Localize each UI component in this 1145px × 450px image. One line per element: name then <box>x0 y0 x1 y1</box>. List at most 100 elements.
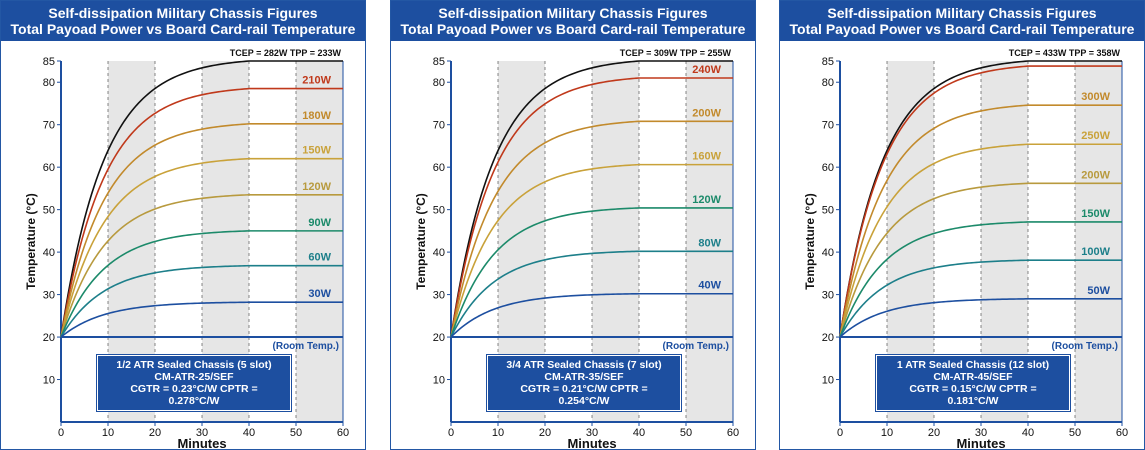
y-tick-label: 40 <box>822 247 834 259</box>
series-line <box>839 143 1122 338</box>
chart-header: Self-dissipation Military Chassis Figure… <box>391 1 755 41</box>
series-label: 240W <box>692 64 721 76</box>
y-tick-label: 60 <box>433 162 445 174</box>
y-tick-label: 30 <box>822 290 834 302</box>
series-label: 90W <box>308 217 331 229</box>
series-label: 200W <box>692 107 721 119</box>
chassis-model-name: 3/4 ATR Sealed Chassis (7 slot) <box>506 359 662 371</box>
shaded-band <box>1075 61 1122 422</box>
y-tick-label: 30 <box>433 290 445 302</box>
x-tick-label: 50 <box>680 427 692 439</box>
chassis-thermal-ratings: CGTR = 0.23°C/W CPTR = 0.278°C/W <box>130 383 258 407</box>
series-line <box>60 193 343 338</box>
series-line <box>60 87 343 338</box>
chassis-info-box: 1 ATR Sealed Chassis (12 slot) CM-ATR-45… <box>875 354 1071 412</box>
y-axis-label: Temperature (°C) <box>24 193 38 290</box>
top-note: TCEP = 433W TPP = 358W <box>1009 48 1121 58</box>
x-axis-label: Minutes <box>956 436 1005 449</box>
x-tick-label: 60 <box>1116 427 1128 439</box>
series-line <box>839 221 1122 338</box>
chassis-part-number: CM-ATR-35/SEF <box>544 371 624 383</box>
chassis-model-name: 1/2 ATR Sealed Chassis (5 slot) <box>116 359 272 371</box>
series-label: 50W <box>1087 285 1110 297</box>
chassis-part-number: CM-ATR-45/SEF <box>933 371 1013 383</box>
x-tick-label: 60 <box>337 427 349 439</box>
series-line <box>839 60 1122 338</box>
series-line <box>60 264 343 338</box>
chart-title-line1: Self-dissipation Military Chassis Figure… <box>438 5 708 21</box>
chassis-thermal-ratings: CGTR = 0.21°C/W CPTR = 0.254°C/W <box>520 383 648 407</box>
x-tick-label: 10 <box>492 427 504 439</box>
x-tick-label: 20 <box>149 427 161 439</box>
x-tick-label: 40 <box>1022 427 1034 439</box>
y-tick-label: 20 <box>822 332 834 344</box>
x-tick-label: 20 <box>928 427 940 439</box>
chassis-part-number: CM-ATR-25/SEF <box>154 371 234 383</box>
y-tick-label: 50 <box>43 205 55 217</box>
room-temp-label: (Room Temp.) <box>273 341 339 352</box>
x-tick-label: 20 <box>539 427 551 439</box>
series-label: 160W <box>692 151 721 163</box>
y-tick-label: 60 <box>822 162 834 174</box>
chart-header: Self-dissipation Military Chassis Figure… <box>1 1 365 41</box>
series-label: 250W <box>1081 130 1110 142</box>
shaded-band <box>296 61 343 422</box>
series-label: 150W <box>302 145 331 157</box>
y-axis-label: Temperature (°C) <box>414 193 428 290</box>
chart-panel-1: Self-dissipation Military Chassis Figure… <box>0 0 366 450</box>
series-line <box>450 163 733 338</box>
y-tick-label: 40 <box>43 247 55 259</box>
y-tick-label: 10 <box>43 375 55 387</box>
y-tick-label: 85 <box>433 56 445 68</box>
chart-title-line2: Total Payoad Power vs Board Card-rail Te… <box>400 21 746 37</box>
chassis-info-box: 1/2 ATR Sealed Chassis (5 slot) CM-ATR-2… <box>96 354 292 412</box>
x-tick-label: 50 <box>1069 427 1081 439</box>
x-tick-label: 10 <box>102 427 114 439</box>
top-note: TCEP = 282W TPP = 233W <box>230 48 342 58</box>
y-tick-label: 30 <box>43 290 55 302</box>
series-line <box>60 301 343 338</box>
chassis-info-box: 3/4 ATR Sealed Chassis (7 slot) CM-ATR-3… <box>486 354 682 412</box>
series-label: 30W <box>308 288 331 300</box>
series-label: 80W <box>698 237 721 249</box>
chart-title-line1: Self-dissipation Military Chassis Figure… <box>48 5 318 21</box>
room-temp-label: (Room Temp.) <box>1052 341 1118 352</box>
chart-panel-2: Self-dissipation Military Chassis Figure… <box>390 0 756 450</box>
chart-title-line1: Self-dissipation Military Chassis Figure… <box>827 5 1097 21</box>
series-label: 150W <box>1081 208 1110 220</box>
y-tick-label: 70 <box>43 120 55 132</box>
y-tick-label: 20 <box>433 332 445 344</box>
series-line <box>450 292 733 338</box>
series-label: 120W <box>692 194 721 206</box>
y-tick-label: 40 <box>433 247 445 259</box>
chart-title-line2: Total Payoad Power vs Board Card-rail Te… <box>10 21 356 37</box>
chart-title-line2: Total Payoad Power vs Board Card-rail Te… <box>789 21 1135 37</box>
series-line <box>60 230 343 338</box>
y-tick-label: 70 <box>433 120 445 132</box>
series-label: 60W <box>308 252 331 264</box>
series-label: 100W <box>1081 246 1110 258</box>
series-line <box>450 120 733 338</box>
series-line <box>839 298 1122 338</box>
x-tick-label: 40 <box>243 427 255 439</box>
series-label: 210W <box>302 75 331 87</box>
x-tick-label: 30 <box>975 427 987 439</box>
series-line <box>839 182 1122 338</box>
y-tick-label: 85 <box>822 56 834 68</box>
series-line <box>450 250 733 338</box>
x-tick-label: 30 <box>196 427 208 439</box>
series-label: 200W <box>1081 169 1110 181</box>
y-tick-label: 70 <box>822 120 834 132</box>
chassis-model-name: 1 ATR Sealed Chassis (12 slot) <box>896 359 1050 371</box>
series-label: 300W <box>1081 91 1110 103</box>
series-line <box>839 259 1122 338</box>
y-tick-label: 80 <box>822 77 834 89</box>
y-tick-label: 50 <box>433 205 445 217</box>
x-tick-label: 60 <box>727 427 739 439</box>
y-tick-label: 10 <box>822 375 834 387</box>
x-axis-label: Minutes <box>177 436 226 449</box>
series-line <box>450 207 733 338</box>
series-line <box>450 77 733 338</box>
chart-header: Self-dissipation Military Chassis Figure… <box>780 1 1144 41</box>
chassis-thermal-ratings: CGTR = 0.15°C/W CPTR = 0.181°C/W <box>909 383 1037 407</box>
